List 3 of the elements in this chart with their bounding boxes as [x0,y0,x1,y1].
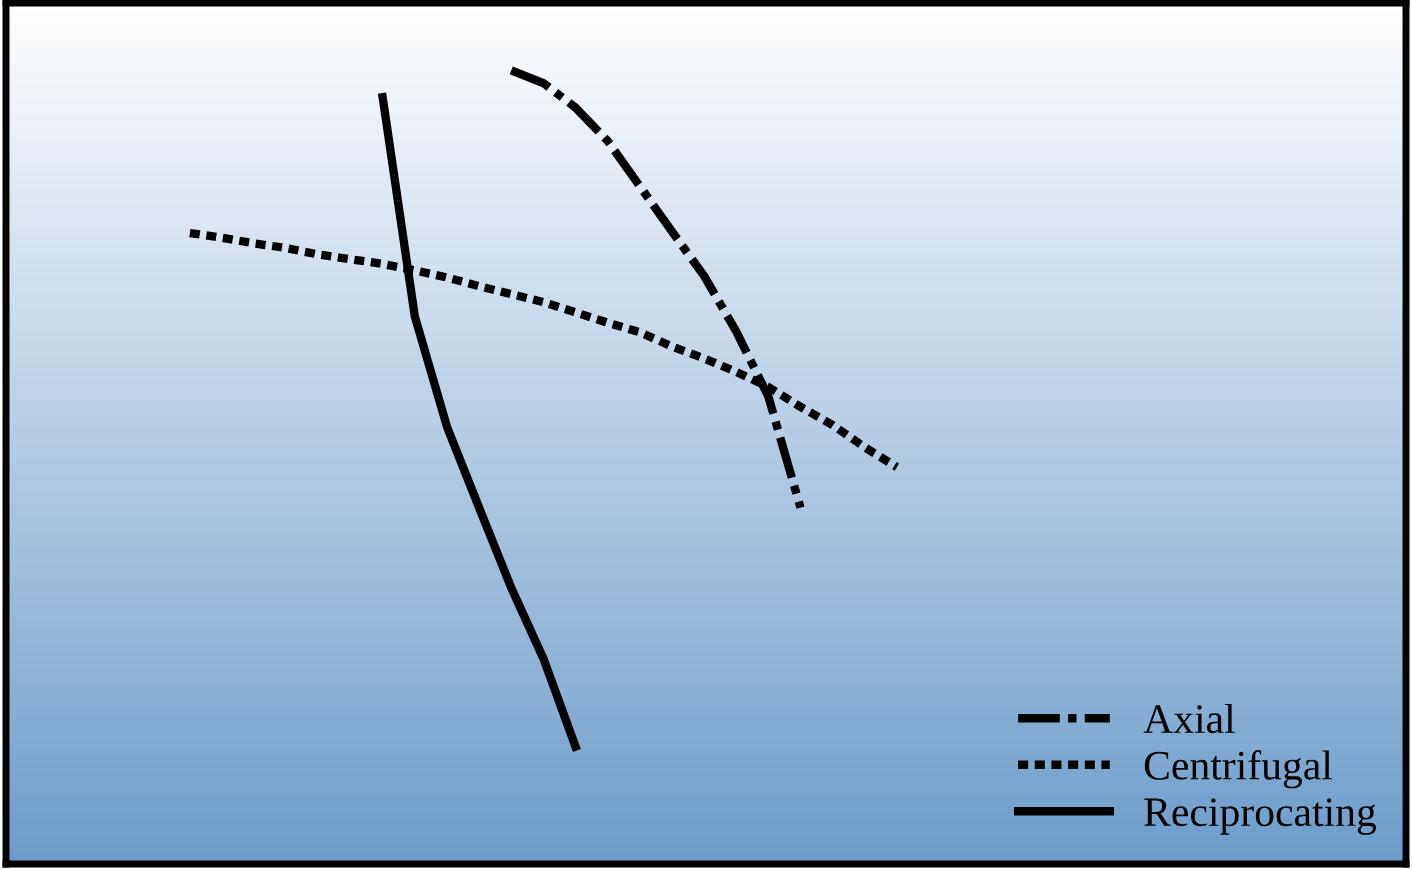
legend-label: Centrifugal [1144,750,1333,789]
legend-label: Reciprocating [1144,798,1377,835]
legend-label: Axial [1143,703,1235,734]
